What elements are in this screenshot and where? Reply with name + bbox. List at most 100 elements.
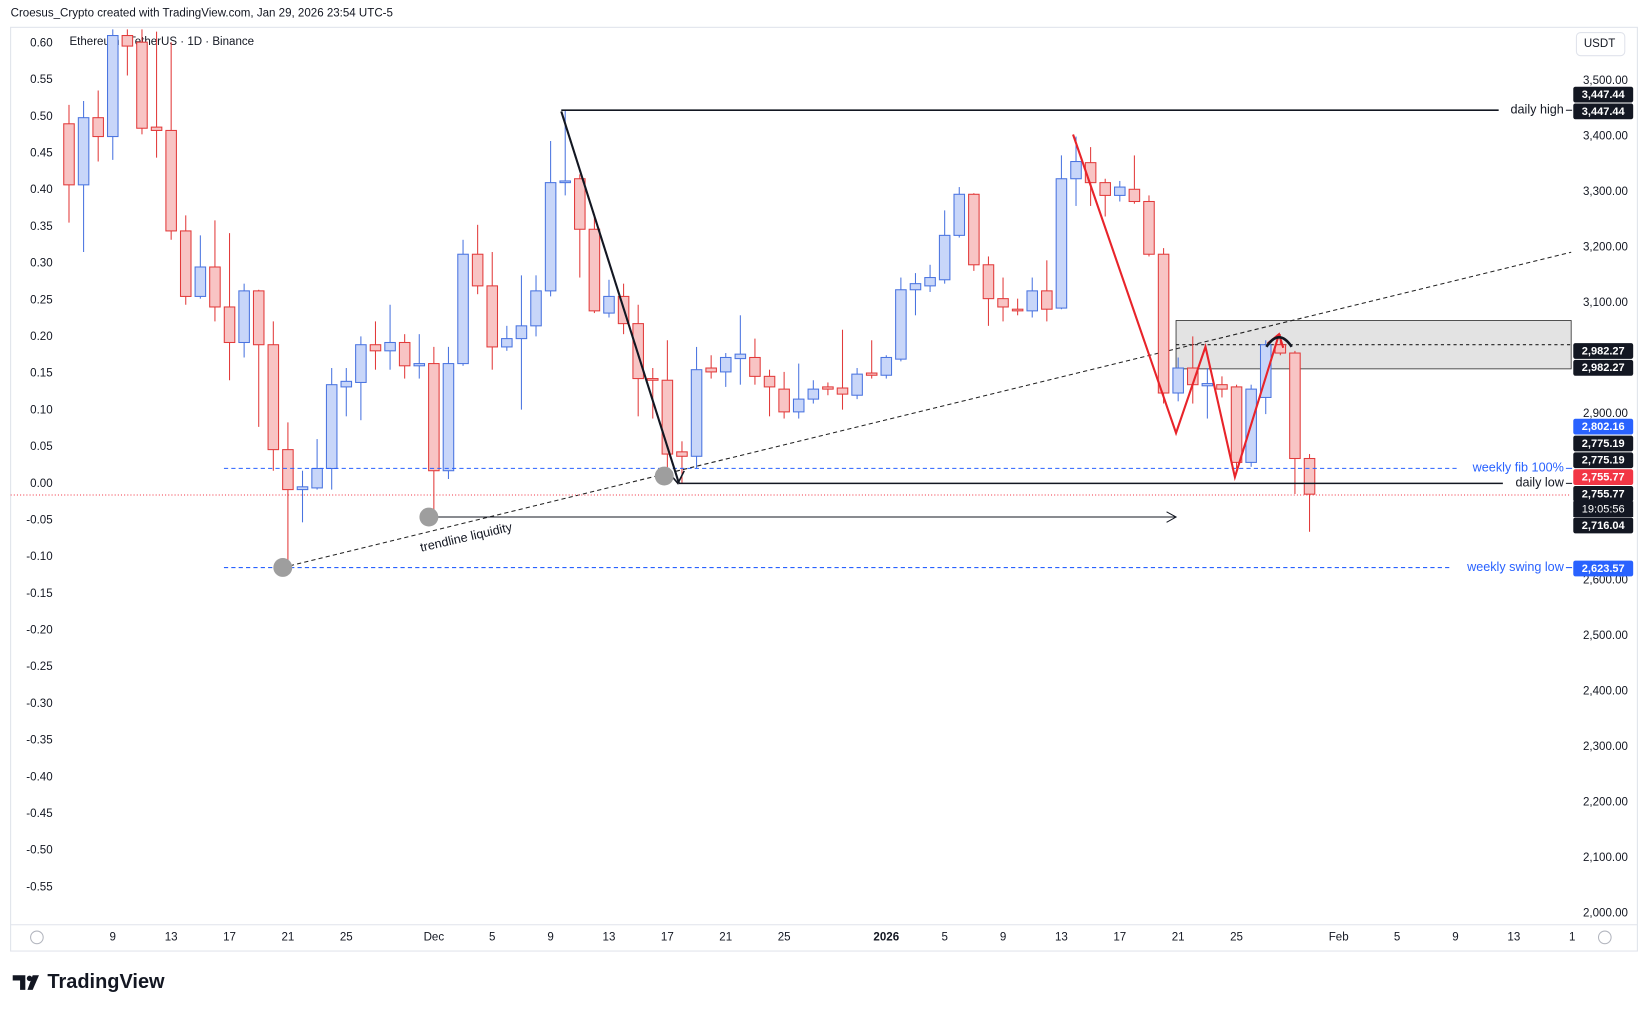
candle-body	[1011, 308, 1024, 312]
y-tick-label: 3,100.00	[1583, 297, 1628, 309]
candle-body	[1070, 161, 1082, 180]
axes: 0.60 0.55 0.50 0.45 0.40 0.35 0.30 0.25 0.20 0.15…	[26, 37, 1634, 943]
y-tick-label: 2,900.00	[1583, 408, 1628, 420]
axis-button[interactable]	[1597, 930, 1612, 945]
x-tick-label: 13	[1055, 931, 1068, 943]
candle-body	[997, 298, 1009, 308]
candle-body	[1055, 178, 1068, 309]
candle-body	[384, 341, 396, 352]
y2-tick-label: -0.05	[26, 514, 52, 526]
marker	[273, 558, 293, 577]
price-tag	[1573, 560, 1634, 577]
candle-body	[1157, 253, 1170, 394]
price-tag	[1573, 486, 1634, 502]
candle-body	[1128, 188, 1141, 203]
y2-tick-label: 0.45	[30, 147, 52, 159]
y2-tick-label: 0.35	[30, 221, 52, 233]
y-tick-label: 3,200.00	[1583, 242, 1628, 254]
y2-tick-label: 0.40	[30, 184, 52, 196]
y2-tick-label: -0.35	[26, 735, 52, 747]
candle-body	[544, 182, 557, 292]
price-tag-label: 2,982.27	[1582, 345, 1625, 357]
y2-tick-label: -0.50	[26, 845, 52, 857]
candle-body	[924, 277, 936, 287]
y2-tick-label: -0.20	[26, 625, 52, 637]
candle-body	[749, 356, 761, 377]
y2-tick-label: 0.15	[30, 368, 52, 380]
candle-body	[92, 117, 104, 138]
price-tag-label: 2,775.19	[1582, 438, 1625, 450]
x-tick-label: 9	[1000, 931, 1006, 943]
level-label: daily low	[1515, 476, 1564, 490]
price-tag	[1573, 452, 1634, 469]
level-label: weekly fib 100%	[1472, 461, 1564, 475]
candle-body	[296, 486, 309, 491]
currency-button[interactable]	[1575, 32, 1626, 57]
price-tag-label: 2,623.57	[1582, 563, 1625, 575]
candle-body	[895, 289, 907, 360]
candle-body	[106, 35, 119, 138]
marker	[419, 507, 439, 527]
candle-body	[690, 369, 703, 457]
candle-body	[150, 126, 163, 131]
candle-body	[982, 264, 995, 300]
candle-body	[413, 363, 426, 367]
x-tick-label: 2026	[873, 931, 899, 943]
level-label: weekly swing low	[1466, 560, 1565, 574]
y2-tick-label: 0.60	[30, 37, 52, 49]
x-tick-label: 25	[778, 931, 791, 943]
price-tag-label: 2,802.16	[1582, 421, 1625, 433]
candle-body	[355, 344, 367, 383]
price-tag	[1573, 517, 1634, 534]
drawing-arrow	[1166, 511, 1178, 523]
price-tag-label: 2,755.77	[1582, 472, 1625, 484]
candle-body	[77, 117, 90, 186]
candle-body	[822, 386, 834, 390]
x-tick-label: 21	[719, 931, 732, 943]
x-tick-label: 25	[340, 931, 353, 943]
y2-tick-label: 0.10	[30, 404, 52, 416]
candle-body	[1026, 290, 1039, 312]
candle-body	[369, 344, 382, 352]
price-tag	[1573, 359, 1634, 376]
y2-tick-label: 0.30	[30, 258, 52, 270]
x-tick-label: 9	[547, 931, 553, 943]
price-tag	[1573, 86, 1634, 103]
candle-body	[1274, 344, 1287, 354]
candle-body	[252, 290, 265, 346]
x-tick-label: 17	[661, 931, 674, 943]
candle-body	[1216, 384, 1228, 390]
y-tick-label: 2,200.00	[1583, 797, 1628, 809]
candles	[63, 29, 1316, 568]
y2-tick-label: -0.25	[26, 661, 52, 673]
axis-button[interactable]	[30, 930, 44, 945]
candle-body	[165, 129, 177, 232]
price-tag-label: 2,775.19	[1582, 455, 1625, 467]
candle-body	[457, 253, 469, 365]
level-label: daily high	[1511, 103, 1564, 117]
logo: TradingView	[12, 971, 165, 993]
candle-body	[63, 123, 75, 186]
candle-body	[267, 344, 280, 451]
x-tick-label: 5	[489, 931, 495, 943]
symbol: Ethereum / TetherUS · 1D · Binance	[69, 36, 254, 48]
x-tick-label: 21	[1172, 931, 1185, 943]
candle-body	[646, 378, 659, 381]
candle-body	[1143, 200, 1155, 255]
x-tick-label: 5	[941, 931, 947, 943]
candle-body	[1230, 386, 1243, 463]
price-tag-label: 2,982.27	[1582, 362, 1625, 374]
candle-body	[865, 372, 878, 376]
candle-body	[734, 353, 747, 360]
y2-tick-label: 0.00	[30, 478, 52, 490]
candle-body	[763, 375, 776, 388]
candle-body	[325, 384, 338, 470]
y-tick-label: 2,600.00	[1583, 575, 1628, 587]
logo-text: TradingView	[47, 971, 165, 993]
candle-body	[574, 178, 586, 230]
price-tag-label: 3,447.44	[1582, 106, 1626, 118]
y-tick-label: 2,400.00	[1583, 686, 1628, 698]
candle-body	[311, 467, 323, 489]
candle-body	[398, 341, 411, 367]
